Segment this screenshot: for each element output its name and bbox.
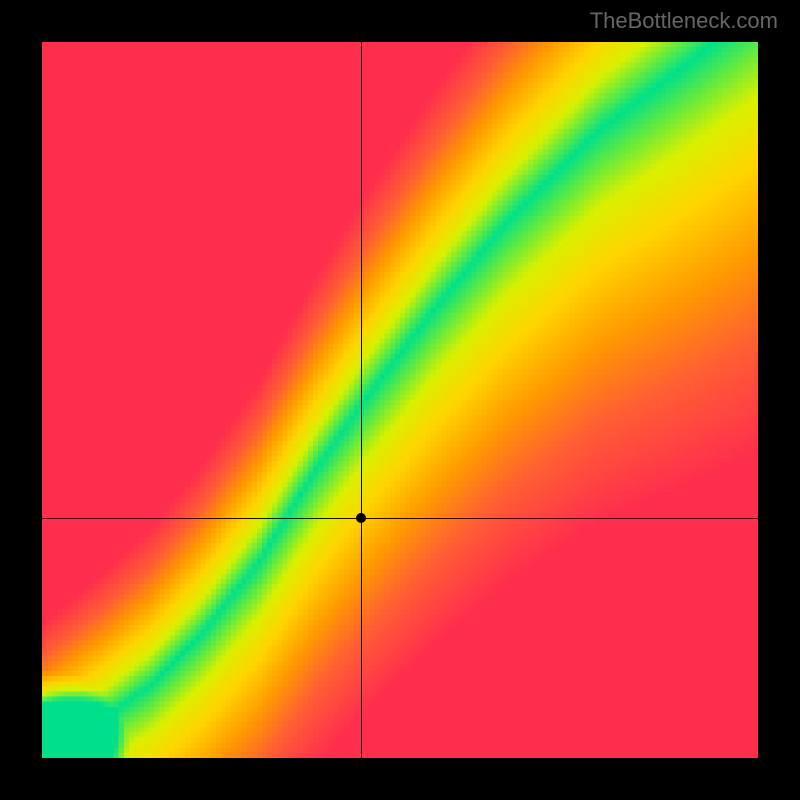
crosshair-vertical [361, 42, 362, 758]
heatmap-canvas [42, 42, 758, 758]
watermark-text: TheBottleneck.com [590, 8, 778, 34]
heatmap-plot-area [42, 42, 758, 758]
crosshair-horizontal [42, 518, 758, 519]
crosshair-marker [356, 513, 366, 523]
